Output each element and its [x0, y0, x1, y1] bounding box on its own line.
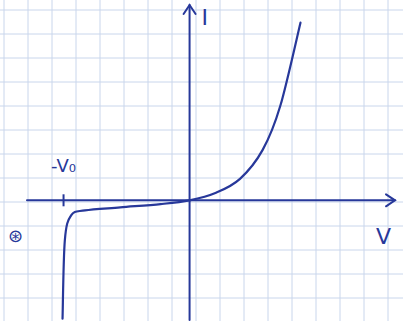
x-axis-label: V [376, 224, 391, 249]
x-axis-arrow [386, 194, 395, 206]
paper-line [340, 0, 341, 321]
iv-curve [63, 23, 301, 319]
graph-paper [0, 0, 403, 321]
paper-line [220, 0, 221, 321]
y-axis-arrow [184, 5, 196, 14]
paper-line [196, 0, 197, 321]
paper-line [244, 0, 245, 321]
paper-line [148, 0, 149, 321]
x-axis [27, 199, 395, 201]
paper-line [28, 0, 29, 321]
paper-line [268, 0, 269, 321]
paper-line [0, 298, 403, 299]
paper-line [388, 0, 389, 321]
paper-line [0, 226, 403, 227]
paper-line [124, 0, 125, 321]
paper-line [0, 250, 403, 251]
paper-line [100, 0, 101, 321]
chart: -V₀ I V ⊛ [0, 0, 403, 321]
paper-line [316, 0, 317, 321]
paper-line [172, 0, 173, 321]
paper-line [0, 58, 403, 59]
paper-line [0, 274, 403, 275]
annotation: ⊛ [8, 225, 23, 246]
paper-line [0, 130, 403, 131]
axes [27, 5, 395, 320]
page: -V₀ I V ⊛ [0, 0, 403, 321]
paper-line [0, 106, 403, 107]
paper-line [292, 0, 293, 321]
paper-line [0, 34, 403, 35]
paper-line [0, 178, 403, 179]
paper-line [0, 202, 403, 203]
plot [63, 23, 301, 319]
x-tick [63, 194, 65, 206]
x-tick-label: -V₀ [51, 155, 76, 176]
paper-line [0, 82, 403, 83]
paper-line [364, 0, 365, 321]
y-axis-label: I [202, 5, 209, 30]
y-axis [189, 5, 191, 320]
paper-line [4, 0, 5, 321]
